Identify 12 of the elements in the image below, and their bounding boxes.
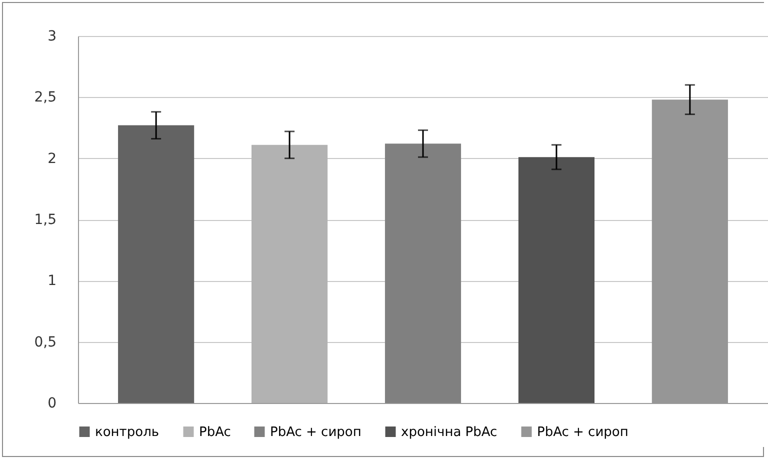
y-tick-label: 0,5: [34, 334, 56, 350]
y-tick-label: 3: [48, 28, 56, 44]
y-tick-label: 2,5: [34, 90, 56, 106]
legend-label: контроль: [95, 424, 160, 440]
y-tick-label: 1: [48, 273, 56, 290]
y-tick-label: 0: [48, 396, 56, 412]
y-tick-label: 2: [48, 150, 56, 167]
legend-label: PbAc: [199, 424, 231, 440]
y-tick-label: 1,5: [34, 212, 56, 228]
legend-label: хронічна PbAc: [401, 424, 498, 440]
legend-label: PbAc + сироп: [537, 424, 628, 440]
legend-label: PbAc + сироп: [270, 424, 362, 440]
